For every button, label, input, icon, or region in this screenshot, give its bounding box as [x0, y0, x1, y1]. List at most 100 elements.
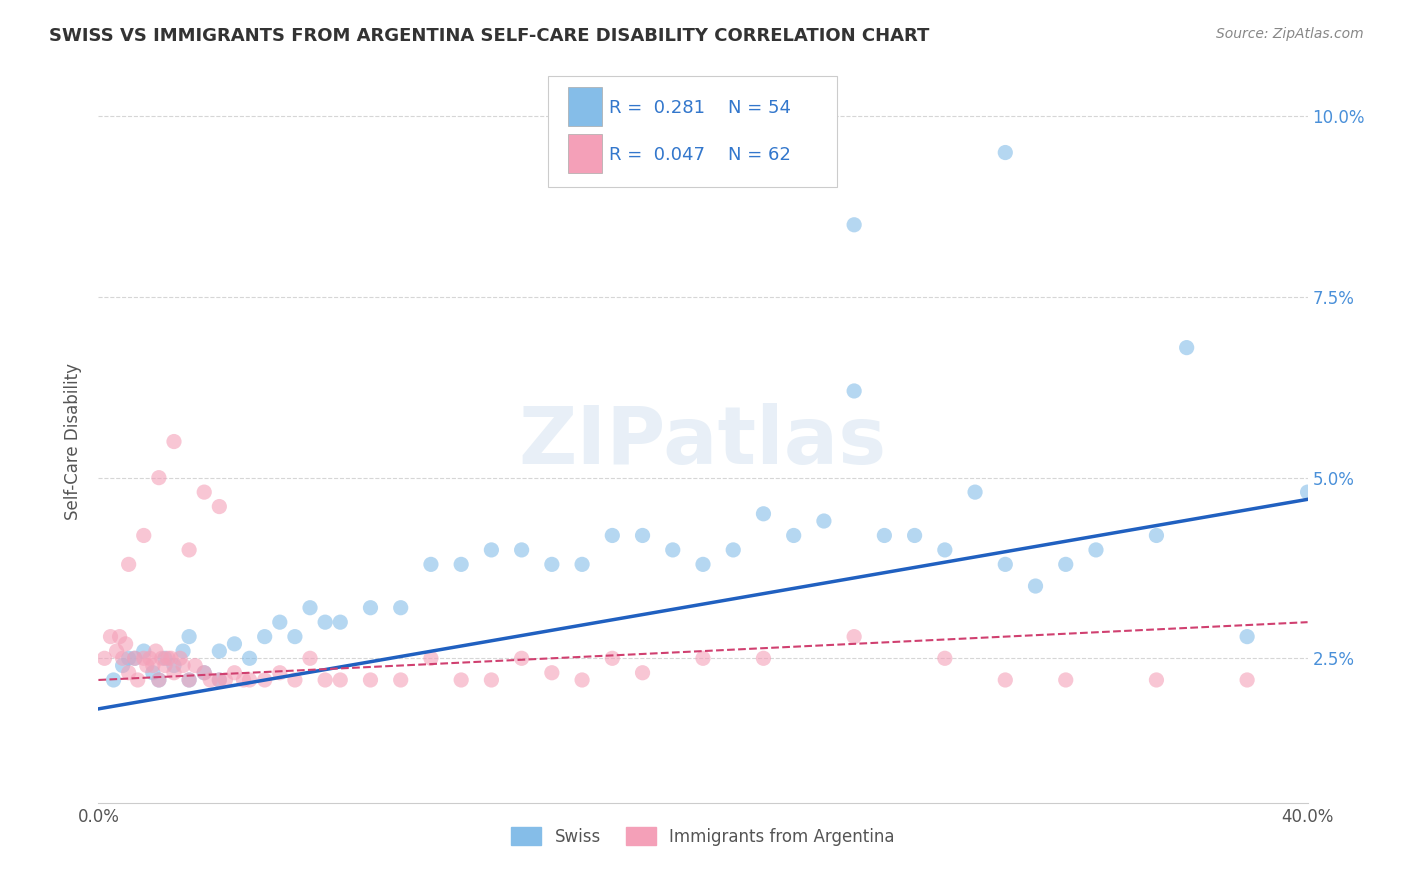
- Point: [224, 665, 246, 680]
- Point: [200, 673, 222, 687]
- Point: [142, 665, 165, 680]
- Point: [540, 558, 562, 572]
- Point: [124, 651, 146, 665]
- Point: [111, 658, 134, 673]
- Point: [118, 665, 141, 680]
- Point: [329, 673, 352, 687]
- Point: [904, 528, 927, 542]
- Point: [844, 630, 866, 644]
- Point: [360, 600, 382, 615]
- Point: [723, 542, 745, 557]
- Point: [314, 673, 336, 687]
- Point: [208, 500, 231, 514]
- Point: [1054, 673, 1077, 687]
- Point: [420, 558, 443, 572]
- Point: [752, 507, 775, 521]
- Point: [602, 528, 624, 542]
- Point: [179, 673, 201, 687]
- Text: Source: ZipAtlas.com: Source: ZipAtlas.com: [1216, 27, 1364, 41]
- Point: [965, 485, 987, 500]
- Point: [269, 665, 291, 680]
- Point: [124, 651, 146, 665]
- Point: [1024, 579, 1046, 593]
- Point: [105, 644, 128, 658]
- Point: [571, 673, 593, 687]
- Point: [214, 673, 236, 687]
- Point: [111, 651, 134, 665]
- Point: [450, 673, 472, 687]
- Point: [844, 218, 866, 232]
- Point: [1296, 485, 1319, 500]
- Point: [994, 145, 1017, 160]
- Point: [314, 615, 336, 630]
- Y-axis label: Self-Care Disability: Self-Care Disability: [65, 363, 83, 520]
- Point: [813, 514, 835, 528]
- Point: [571, 558, 593, 572]
- Point: [284, 673, 307, 687]
- Point: [172, 658, 194, 673]
- Point: [208, 644, 231, 658]
- Text: ZIPatlas: ZIPatlas: [519, 402, 887, 481]
- Point: [160, 651, 183, 665]
- Point: [299, 600, 322, 615]
- Legend: Swiss, Immigrants from Argentina: Swiss, Immigrants from Argentina: [505, 821, 901, 852]
- Point: [193, 665, 215, 680]
- Point: [692, 651, 714, 665]
- Point: [299, 651, 322, 665]
- Point: [127, 673, 149, 687]
- Point: [100, 630, 122, 644]
- Point: [1175, 341, 1198, 355]
- Point: [118, 558, 141, 572]
- Point: [481, 673, 503, 687]
- Point: [163, 658, 186, 673]
- Point: [193, 485, 215, 500]
- Point: [132, 651, 155, 665]
- Point: [193, 665, 215, 680]
- Point: [179, 673, 201, 687]
- Point: [510, 651, 533, 665]
- Point: [108, 630, 131, 644]
- Point: [1236, 630, 1258, 644]
- Point: [450, 558, 472, 572]
- Point: [602, 651, 624, 665]
- Point: [163, 434, 186, 449]
- Point: [752, 651, 775, 665]
- Point: [179, 630, 201, 644]
- Point: [239, 673, 262, 687]
- Point: [994, 673, 1017, 687]
- Point: [1144, 528, 1167, 542]
- Point: [783, 528, 806, 542]
- Point: [873, 528, 896, 542]
- Point: [540, 665, 562, 680]
- Text: SWISS VS IMMIGRANTS FROM ARGENTINA SELF-CARE DISABILITY CORRELATION CHART: SWISS VS IMMIGRANTS FROM ARGENTINA SELF-…: [49, 27, 929, 45]
- Text: R =  0.047    N = 62: R = 0.047 N = 62: [609, 146, 790, 164]
- Point: [1085, 542, 1108, 557]
- Point: [420, 651, 443, 665]
- Point: [224, 637, 246, 651]
- Point: [481, 542, 503, 557]
- Point: [132, 528, 155, 542]
- Point: [148, 471, 170, 485]
- Point: [135, 658, 157, 673]
- Point: [208, 673, 231, 687]
- Point: [1144, 673, 1167, 687]
- Point: [284, 630, 307, 644]
- Text: R =  0.281    N = 54: R = 0.281 N = 54: [609, 99, 790, 117]
- Point: [934, 542, 956, 557]
- Point: [389, 673, 412, 687]
- Point: [184, 658, 207, 673]
- Point: [153, 658, 176, 673]
- Point: [661, 542, 683, 557]
- Point: [169, 651, 191, 665]
- Point: [844, 384, 866, 398]
- Point: [269, 615, 291, 630]
- Point: [139, 651, 162, 665]
- Point: [253, 630, 276, 644]
- Point: [692, 558, 714, 572]
- Point: [360, 673, 382, 687]
- Point: [994, 558, 1017, 572]
- Point: [510, 542, 533, 557]
- Point: [179, 542, 201, 557]
- Point: [103, 673, 125, 687]
- Point: [148, 673, 170, 687]
